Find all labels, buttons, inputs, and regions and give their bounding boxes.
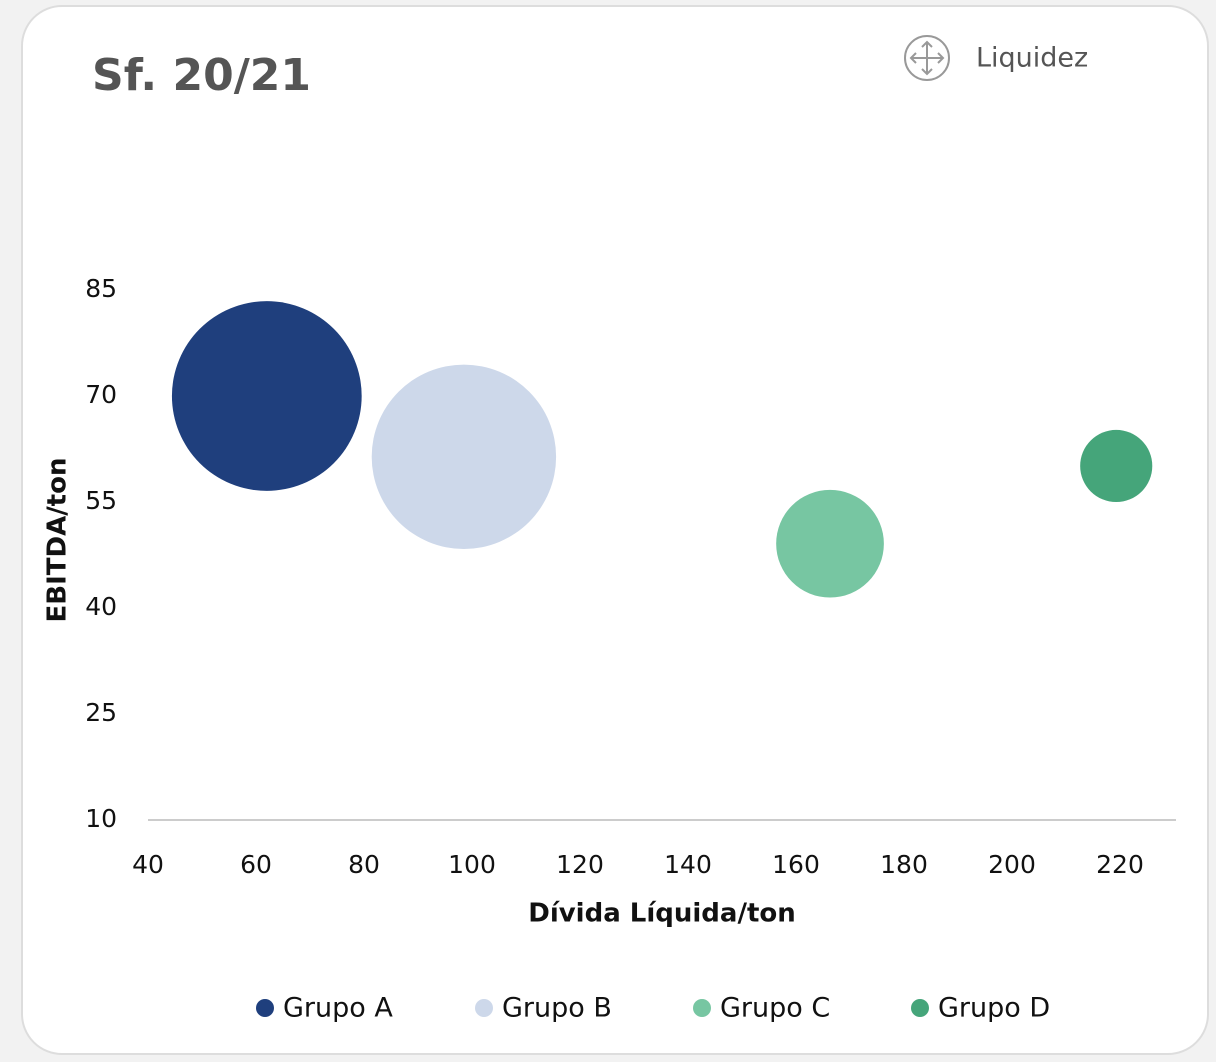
x-tick-label: 40 — [132, 850, 164, 879]
legend-label: Grupo C — [720, 993, 830, 1024]
x-tick-label: 180 — [880, 850, 928, 879]
x-axis-label: Dívida Líquida/ton — [528, 899, 796, 929]
legend-label: Grupo A — [283, 993, 393, 1024]
y-tick-label: 85 — [85, 274, 117, 303]
y-tick-label: 70 — [85, 380, 117, 409]
bubble — [171, 301, 362, 491]
legend-label: Grupo D — [938, 993, 1050, 1024]
y-tick-label: 25 — [85, 698, 117, 727]
bubble — [1080, 429, 1153, 503]
x-tick-label: 220 — [1096, 850, 1144, 879]
bubble — [776, 489, 884, 598]
x-tick-label: 160 — [772, 850, 820, 879]
legend-label: Grupo B — [502, 993, 612, 1024]
legend-swatch — [693, 999, 711, 1017]
x-tick-label: 100 — [448, 850, 496, 879]
x-tick-label: 120 — [556, 850, 604, 879]
legend-swatch — [475, 999, 493, 1017]
x-tick-label: 60 — [240, 850, 272, 879]
bubble — [371, 364, 557, 549]
x-tick-label: 200 — [988, 850, 1036, 879]
legend-swatch — [911, 999, 929, 1017]
x-tick-label: 140 — [664, 850, 712, 879]
legend-swatch — [256, 999, 274, 1017]
card — [21, 5, 1209, 1055]
x-tick-label: 80 — [348, 850, 380, 879]
link-label[interactable]: Liquidez — [976, 43, 1088, 74]
y-axis-label: EBITDA/ton — [43, 458, 73, 623]
link-icon[interactable] — [904, 35, 950, 81]
chart-title: Sf. 20/21 — [92, 50, 311, 101]
y-tick-label: 55 — [85, 486, 117, 515]
y-tick-label: 40 — [85, 592, 117, 621]
y-tick-label: 10 — [85, 804, 117, 833]
